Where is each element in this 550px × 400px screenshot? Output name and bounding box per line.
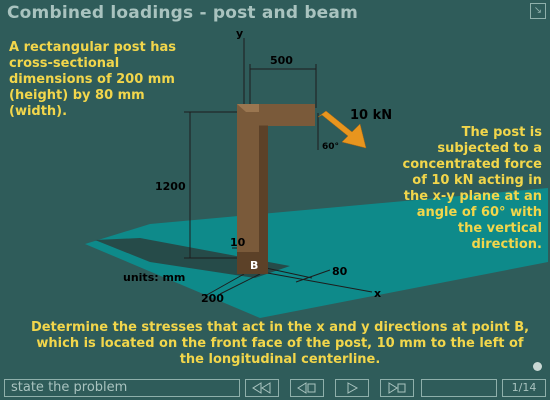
page-title: Combined loadings - post and beam — [7, 3, 358, 23]
problem-text-bottom: Determine the stresses that act in the x… — [30, 320, 530, 367]
status-field: state the problem — [4, 379, 240, 397]
axis-x-label: x — [374, 287, 381, 300]
problem-text-right: The post is subjected to a concentrated … — [402, 125, 542, 252]
current-page: 1 — [511, 381, 519, 394]
angle-label: 60° — [322, 142, 339, 152]
next-step-button[interactable] — [380, 379, 414, 397]
first-page-button[interactable] — [245, 379, 279, 397]
page-counter: 1/14 — [502, 379, 546, 397]
axis-y-label: y — [236, 27, 243, 40]
offset-label: 10 — [230, 236, 246, 249]
force-label: 10 kN — [350, 108, 392, 123]
indicator-dot — [533, 362, 542, 371]
x-axis — [261, 271, 373, 293]
problem-text-left: A rectangular post has cross-sectional d… — [9, 40, 176, 119]
depth-label: 80 — [332, 265, 348, 278]
previous-step-button[interactable] — [290, 379, 324, 397]
point-b-label: B — [250, 259, 258, 272]
step-back-icon — [297, 382, 316, 394]
beam-length-label: 500 — [270, 54, 293, 67]
ground-plane — [85, 188, 548, 318]
rewind-icon — [252, 382, 271, 394]
navigation-bar: state the problem 1/14 — [0, 378, 550, 400]
height-label: 1200 — [155, 180, 186, 193]
play-button[interactable] — [335, 379, 369, 397]
page-input[interactable] — [421, 379, 497, 397]
step-forward-icon — [388, 382, 406, 394]
total-pages: 14 — [522, 381, 537, 394]
post — [237, 104, 259, 274]
expand-icon[interactable]: ↘ — [530, 3, 546, 19]
units-label: units: mm — [123, 271, 185, 284]
play-icon — [347, 382, 359, 394]
force-arrow — [317, 110, 367, 149]
width-label: 200 — [201, 292, 224, 305]
